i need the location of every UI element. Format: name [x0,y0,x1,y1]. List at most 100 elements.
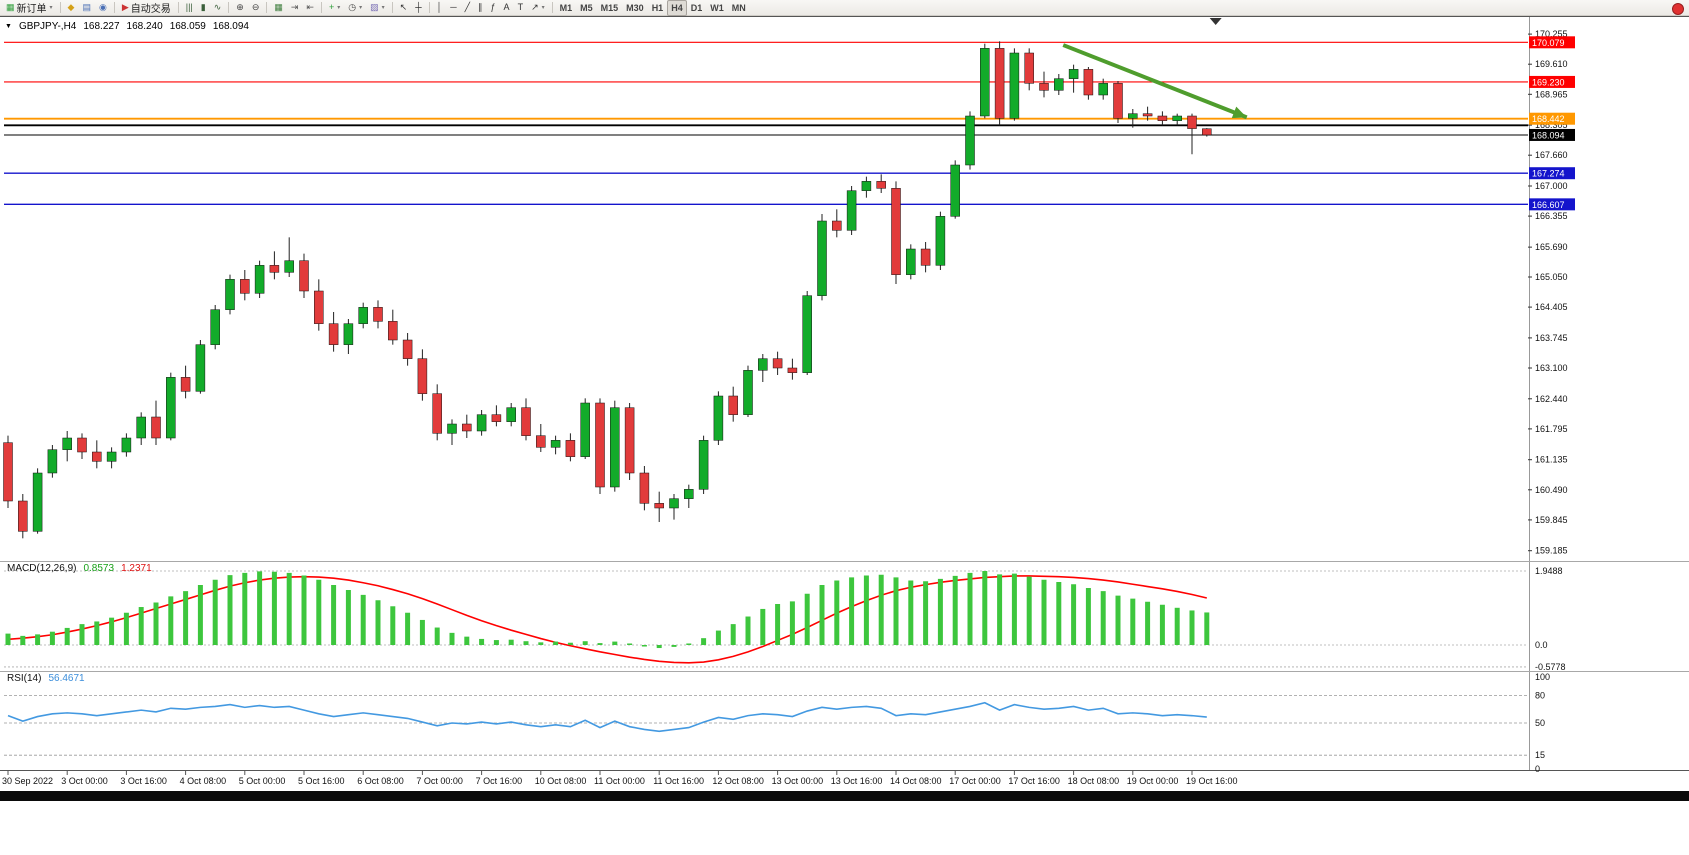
line-chart-type-button[interactable]: ∿ [210,0,226,16]
data-window-icon: ◉ [98,2,107,12]
svg-text:4 Oct 08:00: 4 Oct 08:00 [180,776,227,786]
trendline-button[interactable]: ╱ [461,0,474,16]
macd-histogram [5,570,1210,649]
autotrading-button[interactable]: ▶ 自动交易 [118,0,175,16]
chart-shift-button[interactable]: ⇤ [302,0,318,16]
svg-text:6 Oct 08:00: 6 Oct 08:00 [357,776,404,786]
toolbar-separator [551,2,553,13]
svg-text:11 Oct 00:00: 11 Oct 00:00 [594,776,645,786]
arrows-button[interactable]: ↗ ▾ [527,0,549,16]
toolbar-separator [113,2,115,13]
svg-text:17 Oct 00:00: 17 Oct 00:00 [949,776,1001,786]
svg-text:159.845: 159.845 [1535,515,1568,525]
svg-text:163.745: 163.745 [1535,333,1568,343]
svg-text:168.094: 168.094 [1532,130,1565,140]
templates-button[interactable]: ▨ ▾ [366,0,389,16]
horizontal-level-lines[interactable] [4,41,1528,206]
rsi-value: 56.4671 [48,673,85,684]
fibonacci-icon: ƒ [490,2,496,12]
collapse-arrow-icon[interactable]: ▼ [5,23,12,30]
profiles-button[interactable]: ▤ [78,0,95,16]
cursor-icon: ↖ [399,2,408,12]
timeframe-d1-button[interactable]: D1 [690,2,703,13]
periods-caret-icon: ▾ [359,5,363,11]
connection-status-icon[interactable] [1672,3,1684,15]
time-axis[interactable]: 30 Sep 2022 3 Oct 00:00 3 Oct 16:00 4 Oct 0… [2,771,1238,786]
svg-text:161.135: 161.135 [1535,455,1568,465]
trend-arrow[interactable] [1062,43,1248,120]
bar-chart-type-button[interactable]: ||| [182,0,197,16]
svg-text:168.965: 168.965 [1535,89,1568,99]
bottom-scroll-bar[interactable] [0,791,1689,801]
new-order-icon: ▦ [6,2,15,12]
svg-text:30 Sep 2022: 30 Sep 2022 [2,776,53,786]
svg-text:5 Oct 00:00: 5 Oct 00:00 [239,776,286,786]
svg-text:167.660: 167.660 [1535,150,1568,160]
cursor-button[interactable]: ↖ [396,0,412,16]
svg-text:159.185: 159.185 [1535,546,1568,556]
svg-text:19 Oct 00:00: 19 Oct 00:00 [1127,776,1179,786]
auto-scroll-button[interactable]: ⇥ [287,0,303,16]
fibonacci-button[interactable]: ƒ [487,0,500,16]
svg-text:14 Oct 08:00: 14 Oct 08:00 [890,776,942,786]
svg-text:17 Oct 16:00: 17 Oct 16:00 [1008,776,1060,786]
data-window-button[interactable]: ◉ [95,0,111,16]
svg-text:160.490: 160.490 [1535,485,1568,495]
timeframe-mn-button[interactable]: MN [731,2,746,13]
text-button[interactable]: A [500,0,514,16]
arrows-caret-icon: ▾ [541,5,545,11]
svg-text:10 Oct 08:00: 10 Oct 08:00 [535,776,587,786]
svg-text:18 Oct 08:00: 18 Oct 08:00 [1068,776,1120,786]
svg-text:168.305: 168.305 [1535,120,1568,130]
new-order-label: 新订单 [16,4,47,15]
zoom-out-button[interactable]: ⊖ [248,0,264,16]
candlestick-type-button[interactable]: ▮ [197,0,210,16]
auto-scroll-icon: ⇥ [290,2,299,12]
timeframe-w1-button[interactable]: W1 [710,2,724,13]
svg-text:19 Oct 16:00: 19 Oct 16:00 [1186,776,1238,786]
crosshair-button[interactable]: ┼ [411,0,425,16]
indicators-icon: + [328,2,335,12]
periods-button[interactable]: ◷ ▾ [344,0,366,16]
toolbar-separator [320,2,322,13]
horizontal-line-button[interactable]: ─ [446,0,460,16]
symbol-period-label: GBPJPY-,H4 [18,21,77,32]
svg-text:100: 100 [1535,672,1550,682]
price-axis[interactable]: 170.255 169.610 168.965 168.305 167.660 167.0… [1528,29,1568,556]
timeframe-h4-button[interactable]: H4 [667,0,687,16]
timeframe-m30-button[interactable]: M30 [626,2,644,13]
timeframe-m15-button[interactable]: M15 [600,2,619,13]
indicators-button[interactable]: + ▾ [325,0,344,16]
svg-text:13 Oct 16:00: 13 Oct 16:00 [831,776,883,786]
svg-text:11 Oct 16:00: 11 Oct 16:00 [653,776,704,786]
text-label-button[interactable]: T [514,0,528,16]
new-order-caret-icon: ▾ [49,5,53,11]
new-order-button[interactable]: ▦ 新订单 ▾ [2,0,57,16]
open-value: 168.227 [83,21,120,32]
svg-text:50: 50 [1535,718,1545,728]
timeframe-m1-button[interactable]: M1 [559,2,573,13]
zoom-in-icon: ⊕ [236,2,244,12]
tile-windows-button[interactable]: ▦ [270,0,287,16]
indicators-caret-icon: ▾ [337,5,341,11]
toolbar-separator [428,2,430,13]
channel-button[interactable]: ∥ [474,0,487,16]
zoom-in-button[interactable]: ⊕ [232,0,248,16]
svg-text:165.050: 165.050 [1535,272,1568,282]
price-badges: 170.079 169.230 168.442 167.274 166.607 168.0… [1529,36,1575,211]
toolbar-separator [228,2,230,13]
svg-text:7 Oct 16:00: 7 Oct 16:00 [476,776,523,786]
rsi-panel: 100 80 50 15 0 [4,672,1550,774]
timeframe-m5-button[interactable]: M5 [580,2,593,13]
chart-shift-marker[interactable] [1209,18,1222,25]
svg-text:166.607: 166.607 [1532,200,1565,210]
macd-indicator-label: MACD(12,26,9) 0.8573 1.2371 [7,563,152,574]
chart-frame [0,16,1689,771]
svg-text:-0.5778: -0.5778 [1535,662,1566,672]
timeframe-h1-button[interactable]: H1 [651,2,664,13]
candlestick-series [3,41,1212,539]
toolbar-separator [266,2,268,13]
vertical-line-button[interactable]: │ [433,0,447,16]
new-chart-button[interactable]: ◆ [64,0,79,16]
